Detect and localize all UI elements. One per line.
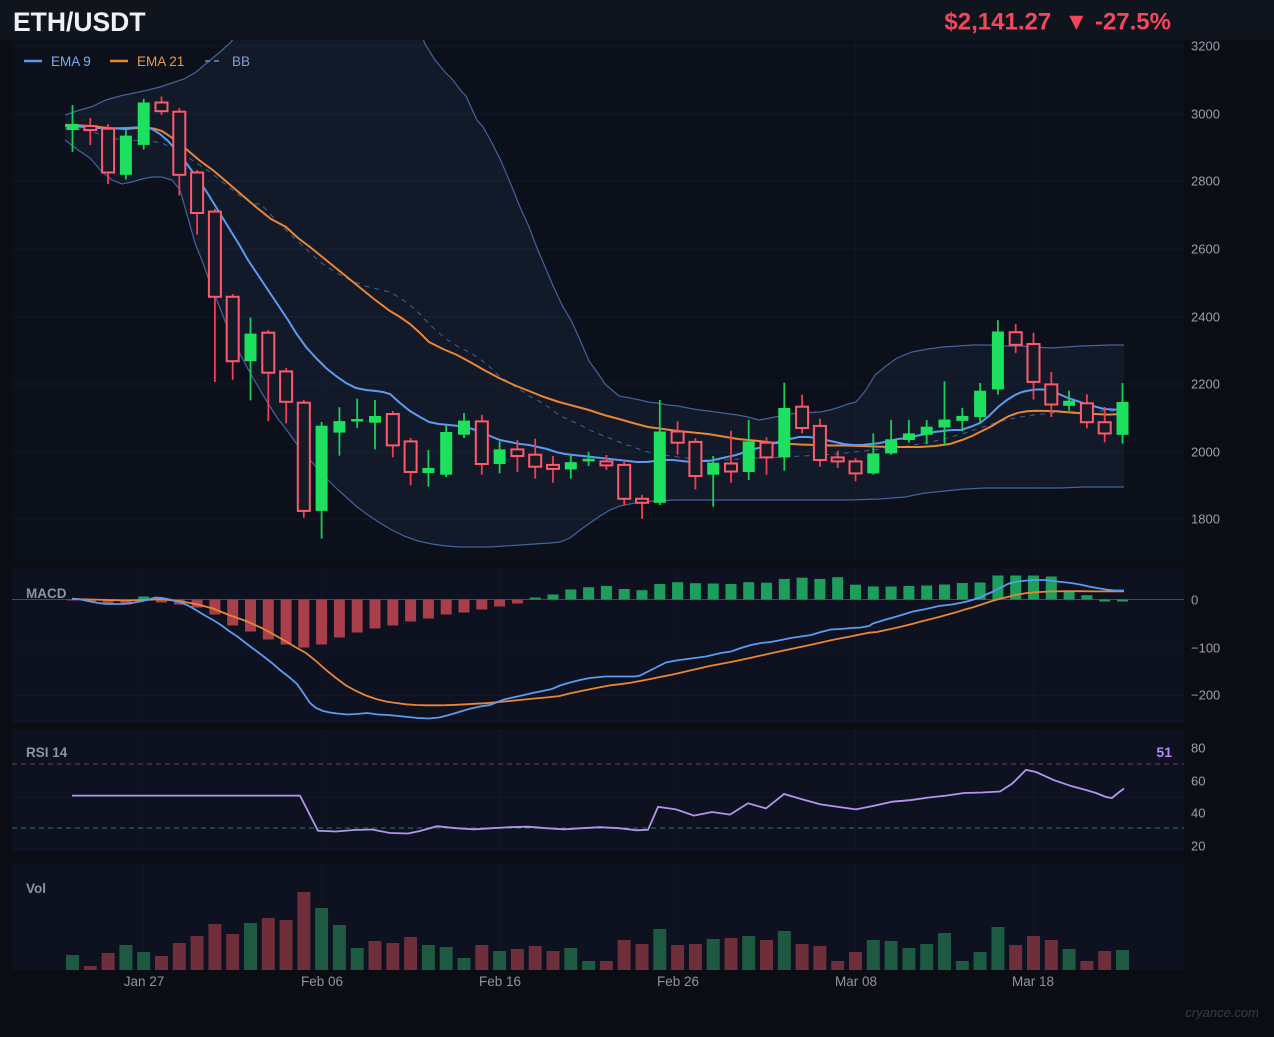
svg-text:2200: 2200 (1191, 377, 1220, 392)
svg-text:Jan 27: Jan 27 (124, 974, 165, 989)
svg-text:60: 60 (1191, 774, 1205, 789)
svg-text:Mar 18: Mar 18 (1012, 974, 1054, 989)
svg-text:40: 40 (1191, 806, 1205, 821)
svg-text:−200: −200 (1191, 688, 1220, 703)
svg-text:2800: 2800 (1191, 174, 1220, 189)
svg-text:3200: 3200 (1191, 39, 1220, 54)
svg-text:cryance.com: cryance.com (1185, 1005, 1259, 1020)
svg-text:80: 80 (1191, 741, 1205, 756)
svg-text:EMA 21: EMA 21 (137, 54, 184, 69)
svg-text:Feb 26: Feb 26 (657, 974, 699, 989)
svg-text:3000: 3000 (1191, 107, 1220, 122)
svg-text:1800: 1800 (1191, 512, 1220, 527)
svg-text:BB: BB (232, 54, 250, 69)
svg-text:0: 0 (1191, 593, 1198, 608)
svg-text:2400: 2400 (1191, 310, 1220, 325)
svg-text:EMA 9: EMA 9 (51, 54, 91, 69)
svg-text:MACD: MACD (26, 586, 67, 601)
svg-text:Feb 06: Feb 06 (301, 974, 343, 989)
svg-text:Mar 08: Mar 08 (835, 974, 877, 989)
svg-text:20: 20 (1191, 839, 1205, 854)
svg-text:ETH/USDT: ETH/USDT (13, 7, 146, 37)
svg-text:Vol: Vol (26, 881, 46, 896)
svg-text:RSI 14: RSI 14 (26, 745, 68, 760)
svg-text:2600: 2600 (1191, 242, 1220, 257)
svg-text:−100: −100 (1191, 641, 1220, 656)
svg-text:Feb 16: Feb 16 (479, 974, 521, 989)
svg-text:$2,141.27 ▼ -27.5%: $2,141.27 ▼ -27.5% (944, 9, 1171, 36)
svg-text:2000: 2000 (1191, 445, 1220, 460)
svg-text:51: 51 (1156, 744, 1172, 760)
